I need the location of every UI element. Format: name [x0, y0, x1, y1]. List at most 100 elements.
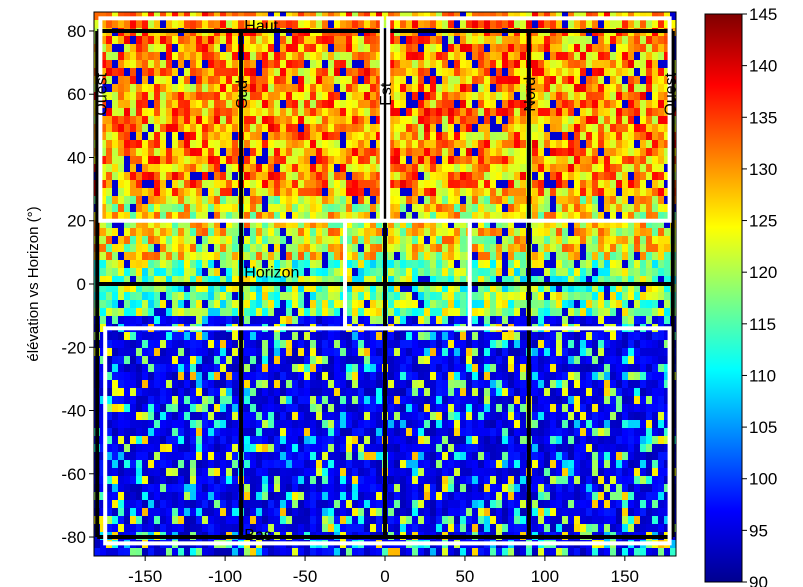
heatmap-cell	[646, 380, 652, 388]
heatmap-cell	[406, 380, 412, 388]
heatmap-cell	[244, 268, 250, 276]
heatmap-cell	[190, 220, 196, 228]
heatmap-cell	[640, 300, 646, 308]
heatmap-cell	[166, 404, 172, 412]
heatmap-cell	[664, 84, 670, 92]
heatmap-cell	[148, 220, 154, 228]
heatmap-cell	[268, 332, 274, 340]
heatmap-cell	[442, 108, 448, 116]
heatmap-cell	[622, 252, 628, 260]
heatmap-cell	[352, 404, 358, 412]
heatmap-cell	[484, 364, 490, 372]
heatmap-cell	[640, 116, 646, 124]
heatmap-cell	[166, 52, 172, 60]
heatmap-cell	[286, 212, 292, 220]
heatmap-cell	[622, 124, 628, 132]
heatmap-cell	[394, 108, 400, 116]
heatmap-cell	[100, 36, 106, 44]
heatmap-cell	[436, 52, 442, 60]
heatmap-cell	[256, 372, 262, 380]
heatmap-cell	[310, 340, 316, 348]
heatmap-cell	[316, 44, 322, 52]
heatmap-cell	[394, 12, 400, 20]
heatmap-cell	[370, 116, 376, 124]
heatmap-cell	[184, 84, 190, 92]
heatmap-cell	[220, 292, 226, 300]
heatmap-cell	[274, 300, 280, 308]
heatmap-cell	[562, 316, 568, 324]
heatmap-cell	[286, 284, 292, 292]
heatmap-cell	[490, 276, 496, 284]
heatmap-cell	[478, 244, 484, 252]
heatmap-cell	[634, 220, 640, 228]
heatmap-cell	[652, 132, 658, 140]
heatmap-cell	[436, 260, 442, 268]
heatmap-cell	[574, 172, 580, 180]
heatmap-cell	[280, 164, 286, 172]
heatmap-cell	[508, 396, 514, 404]
heatmap-cell	[448, 84, 454, 92]
heatmap-cell	[106, 244, 112, 252]
heatmap-cell	[124, 356, 130, 364]
heatmap-cell	[550, 212, 556, 220]
heatmap-cell	[544, 12, 550, 20]
heatmap-cell	[574, 340, 580, 348]
heatmap-cell	[610, 268, 616, 276]
heatmap-cell	[640, 348, 646, 356]
heatmap-cell	[130, 156, 136, 164]
heatmap-cell	[256, 308, 262, 316]
heatmap-cell	[460, 204, 466, 212]
heatmap-cell	[310, 252, 316, 260]
heatmap-cell	[100, 356, 106, 364]
heatmap-cell	[640, 84, 646, 92]
heatmap-cell	[484, 44, 490, 52]
heatmap-cell	[622, 148, 628, 156]
heatmap-cell	[508, 244, 514, 252]
heatmap-cell	[502, 36, 508, 44]
heatmap-cell	[556, 116, 562, 124]
heatmap-cell	[214, 68, 220, 76]
heatmap-cell	[472, 140, 478, 148]
heatmap-cell	[256, 196, 262, 204]
heatmap-cell	[208, 204, 214, 212]
heatmap-cell	[610, 404, 616, 412]
heatmap-cell	[196, 84, 202, 92]
heatmap-cell	[640, 404, 646, 412]
heatmap-cell	[538, 396, 544, 404]
heatmap-cell	[148, 140, 154, 148]
heatmap-cell	[250, 140, 256, 148]
heatmap-cell	[358, 372, 364, 380]
heatmap-cell	[250, 284, 256, 292]
heatmap-cell	[478, 372, 484, 380]
heatmap-cell	[496, 44, 502, 52]
heatmap-cell	[412, 36, 418, 44]
heatmap-cell	[298, 156, 304, 164]
heatmap-cell	[268, 140, 274, 148]
heatmap-cell	[154, 244, 160, 252]
heatmap-cell	[244, 148, 250, 156]
heatmap-cell	[178, 236, 184, 244]
heatmap-cell	[448, 404, 454, 412]
heatmap-cell	[592, 388, 598, 396]
heatmap-cell	[316, 84, 322, 92]
heatmap-cell	[376, 204, 382, 212]
heatmap-cell	[154, 364, 160, 372]
heatmap-cell	[226, 308, 232, 316]
heatmap-cell	[232, 356, 238, 364]
heatmap-cell	[406, 172, 412, 180]
heatmap-cell	[148, 236, 154, 244]
heatmap-cell	[646, 188, 652, 196]
heatmap-cell	[622, 372, 628, 380]
heatmap-cell	[196, 212, 202, 220]
heatmap-cell	[214, 396, 220, 404]
heatmap-cell	[208, 380, 214, 388]
heatmap-cell	[124, 364, 130, 372]
heatmap-cell	[442, 140, 448, 148]
heatmap-cell	[454, 204, 460, 212]
heatmap-cell	[358, 220, 364, 228]
heatmap-cell	[118, 132, 124, 140]
heatmap-cell	[112, 156, 118, 164]
heatmap-cell	[604, 148, 610, 156]
heatmap-cell	[580, 164, 586, 172]
heatmap-cell	[406, 212, 412, 220]
